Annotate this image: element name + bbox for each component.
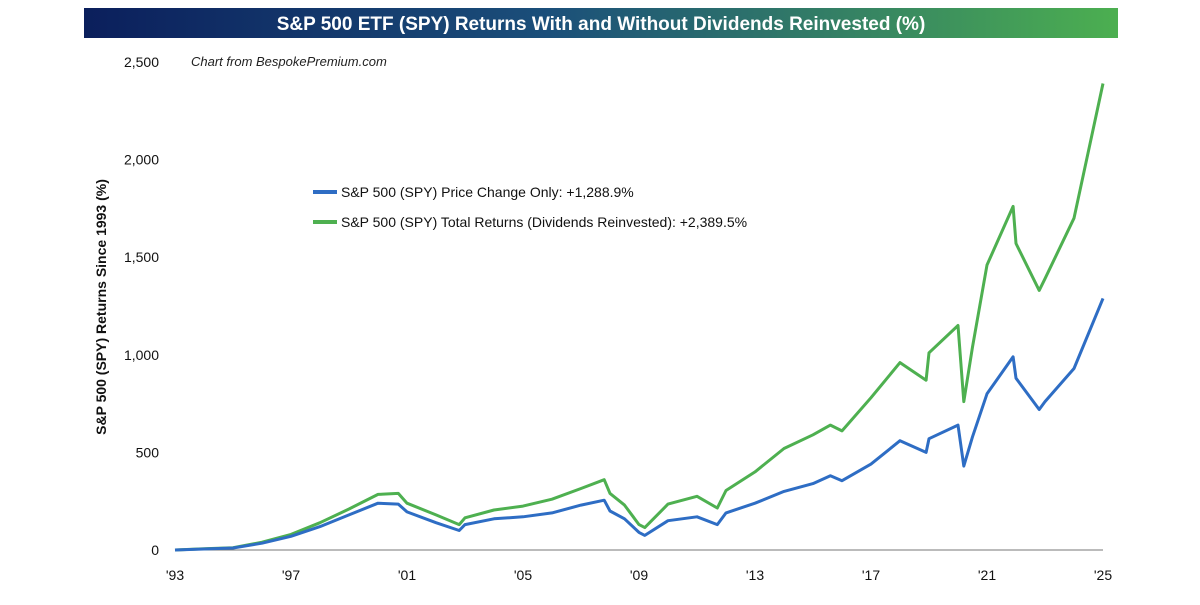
legend-label-price: S&P 500 (SPY) Price Change Only: +1,288.… bbox=[341, 184, 634, 200]
y-tick-label: 2,000 bbox=[124, 152, 159, 168]
legend-label-total: S&P 500 (SPY) Total Returns (Dividends R… bbox=[341, 214, 747, 230]
y-tick-label: 2,500 bbox=[124, 54, 159, 70]
chart-subtitle: Chart from BespokePremium.com bbox=[191, 54, 387, 69]
y-tick-label: 500 bbox=[136, 444, 160, 460]
x-tick-label: '05 bbox=[514, 567, 532, 583]
y-tick-label: 0 bbox=[151, 542, 159, 558]
y-axis-label: S&P 500 (SPY) Returns Since 1993 (%) bbox=[93, 179, 109, 435]
y-tick-label: 1,500 bbox=[124, 249, 159, 265]
x-axis: '93 '97 '01 '05 '09 '13 '17 '21 '25 bbox=[166, 567, 1112, 583]
y-axis: 0 500 1,000 1,500 2,000 2,500 bbox=[124, 54, 159, 558]
x-tick-label: '25 bbox=[1094, 567, 1112, 583]
x-tick-label: '21 bbox=[978, 567, 996, 583]
x-tick-label: '01 bbox=[398, 567, 416, 583]
title-bar bbox=[84, 8, 1118, 38]
y-tick-label: 1,000 bbox=[124, 347, 159, 363]
x-tick-label: '13 bbox=[746, 567, 764, 583]
x-tick-label: '17 bbox=[862, 567, 880, 583]
x-tick-label: '97 bbox=[282, 567, 300, 583]
series-line-total bbox=[174, 83, 1105, 552]
x-tick-label: '09 bbox=[630, 567, 648, 583]
series-layer bbox=[174, 83, 1105, 552]
legend: S&P 500 (SPY) Price Change Only: +1,288.… bbox=[313, 184, 747, 230]
x-tick-label: '93 bbox=[166, 567, 184, 583]
chart-title: S&P 500 ETF (SPY) Returns With and Witho… bbox=[277, 14, 926, 35]
series-line-price bbox=[174, 297, 1105, 552]
